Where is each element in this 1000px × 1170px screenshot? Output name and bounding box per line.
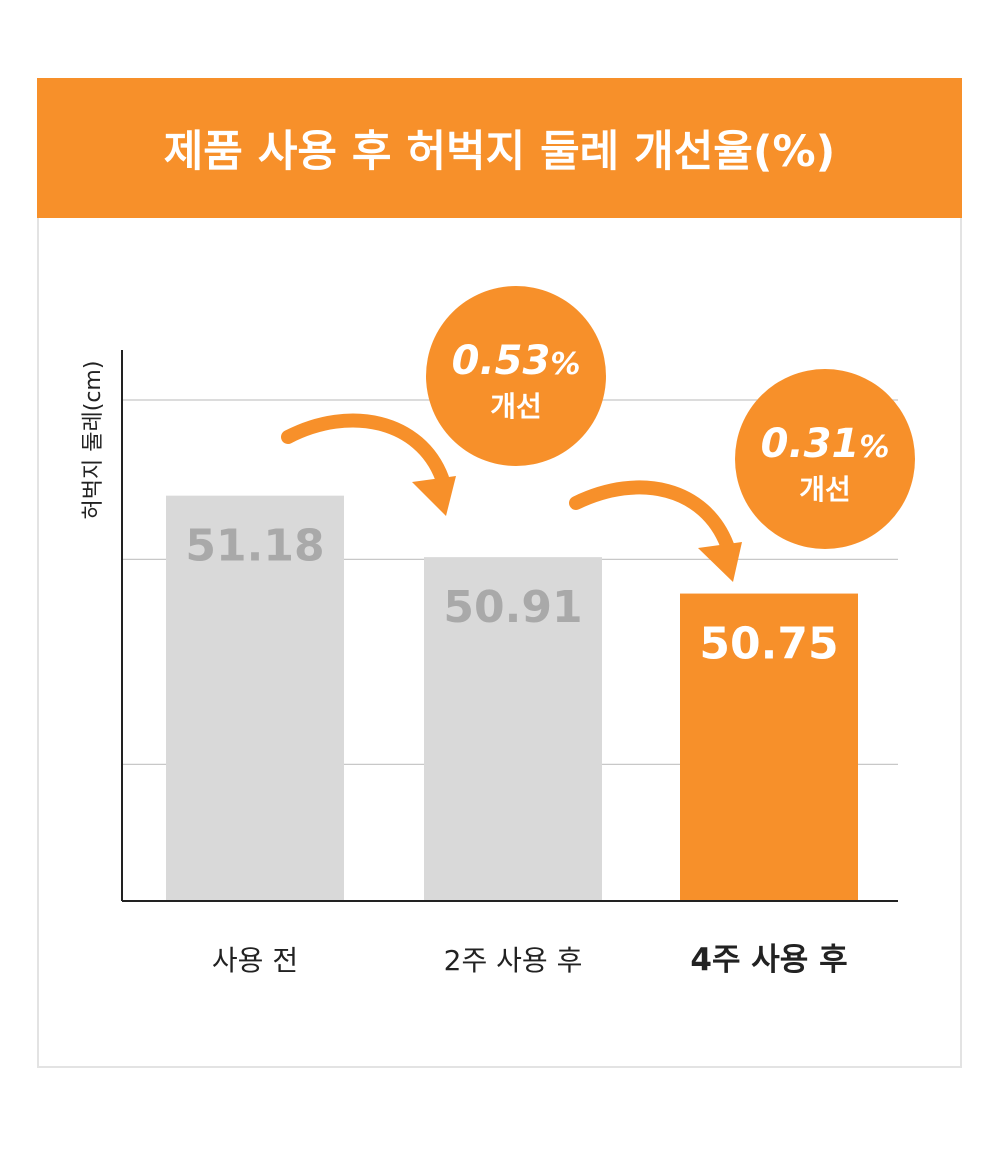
category-labels: 사용 전 2주 사용 후 4주 사용 후 xyxy=(212,942,848,978)
bar xyxy=(424,557,602,901)
bar xyxy=(680,593,858,901)
bar xyxy=(166,495,344,901)
y-axis-label: 허벅지 둘레(cm) xyxy=(81,361,106,520)
category-label: 4주 사용 후 xyxy=(690,942,847,978)
axes xyxy=(121,350,898,902)
improvement-badge xyxy=(426,286,606,466)
arrow-head xyxy=(412,476,456,516)
badge-percent: 0.53% xyxy=(452,338,581,384)
category-label: 2주 사용 후 xyxy=(444,944,583,977)
transition-arrows xyxy=(281,413,742,582)
chart-title: 제품 사용 후 허벅지 둘레 개선율(%) xyxy=(163,127,836,177)
bars: 51.18 50.91 50.75 xyxy=(166,495,858,901)
improvement-badge xyxy=(735,369,915,549)
improvement-badges: 0.53% 개선 0.31% 개선 xyxy=(426,286,915,549)
badge-label: 개선 xyxy=(490,390,542,423)
category-label: 사용 전 xyxy=(212,944,298,977)
arrow-body xyxy=(569,480,734,552)
title-banner: 제품 사용 후 허벅지 둘레 개선율(%) xyxy=(37,78,962,218)
badge-percent: 0.31% xyxy=(761,421,890,467)
arrow-head xyxy=(698,542,742,582)
bar-value-label: 50.75 xyxy=(699,619,838,670)
arrow-body xyxy=(281,413,449,485)
bar-value-label: 51.18 xyxy=(185,521,324,572)
bar-value-label: 50.91 xyxy=(443,582,582,633)
badge-label: 개선 xyxy=(799,473,851,506)
